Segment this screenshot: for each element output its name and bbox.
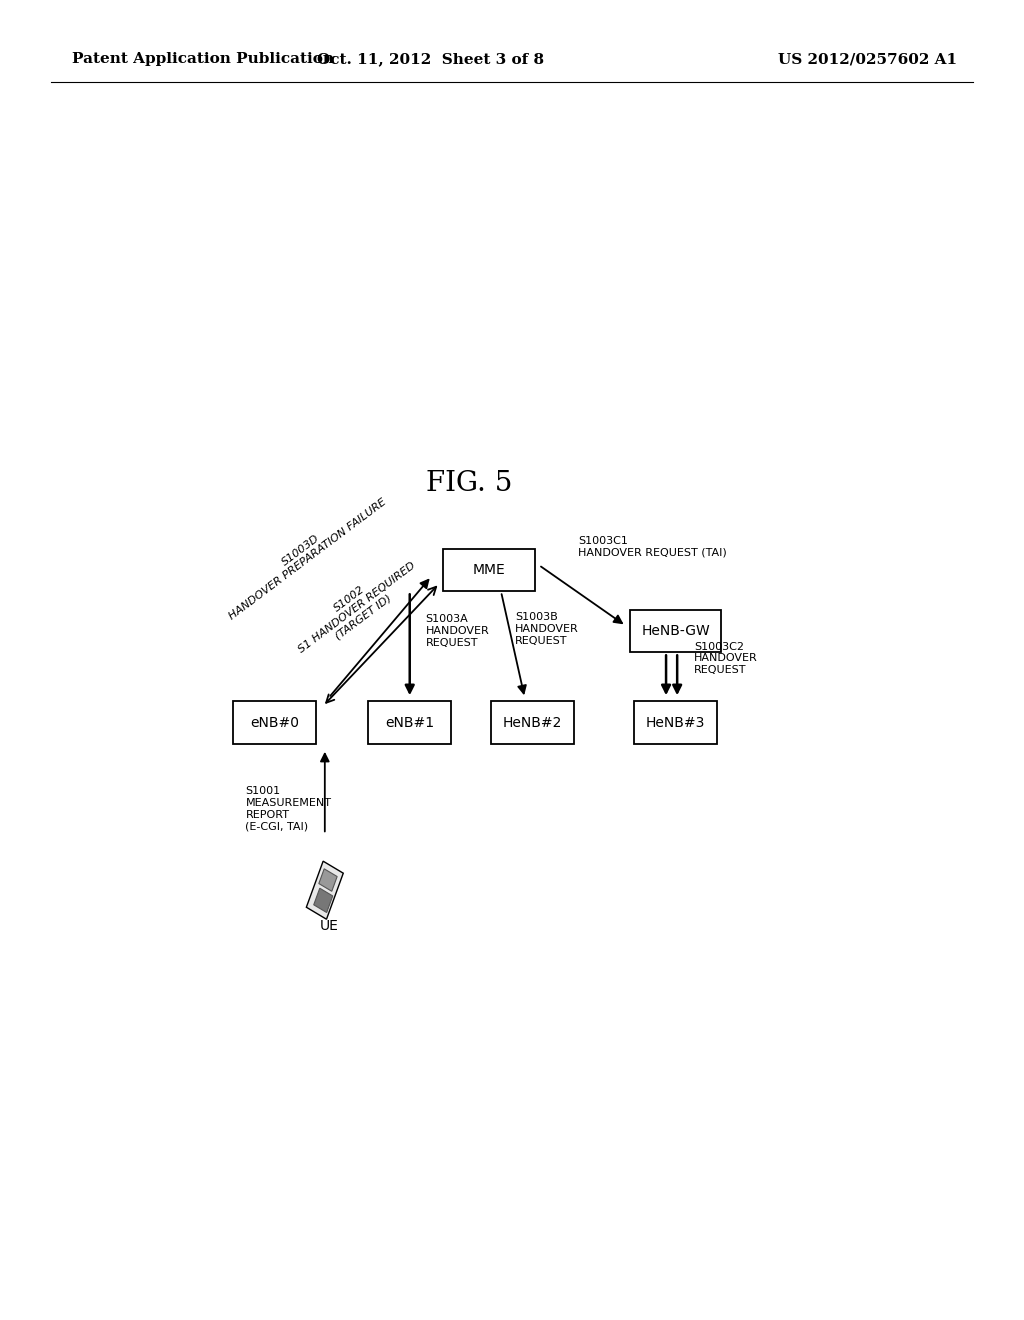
Text: eNB#1: eNB#1 (385, 715, 434, 730)
Polygon shape (313, 888, 333, 912)
Text: MME: MME (473, 564, 506, 577)
Polygon shape (318, 869, 337, 891)
Text: UE: UE (319, 919, 338, 933)
Text: Patent Application Publication: Patent Application Publication (72, 53, 334, 66)
FancyBboxPatch shape (634, 701, 717, 744)
Polygon shape (306, 861, 343, 919)
Text: Oct. 11, 2012  Sheet 3 of 8: Oct. 11, 2012 Sheet 3 of 8 (316, 53, 544, 66)
Text: HeNB#2: HeNB#2 (503, 715, 562, 730)
FancyArrowPatch shape (321, 754, 329, 832)
FancyBboxPatch shape (233, 701, 316, 744)
FancyArrowPatch shape (502, 594, 526, 693)
Text: S1001
MEASUREMENT
REPORT
(E-CGI, TAI): S1001 MEASUREMENT REPORT (E-CGI, TAI) (246, 787, 332, 832)
Text: S1003C1
HANDOVER REQUEST (TAI): S1003C1 HANDOVER REQUEST (TAI) (578, 536, 727, 557)
Text: eNB#0: eNB#0 (250, 715, 299, 730)
FancyArrowPatch shape (674, 655, 681, 693)
FancyBboxPatch shape (368, 701, 452, 744)
FancyBboxPatch shape (492, 701, 574, 744)
Text: HeNB#3: HeNB#3 (646, 715, 706, 730)
FancyArrowPatch shape (541, 566, 622, 623)
Text: S1003A
HANDOVER
REQUEST: S1003A HANDOVER REQUEST (426, 614, 489, 648)
Text: FIG. 5: FIG. 5 (426, 470, 512, 498)
FancyArrowPatch shape (663, 655, 670, 693)
Text: S1003B
HANDOVER
REQUEST: S1003B HANDOVER REQUEST (515, 612, 579, 645)
FancyArrowPatch shape (406, 594, 414, 693)
Text: S1003C2
HANDOVER
REQUEST: S1003C2 HANDOVER REQUEST (694, 642, 758, 675)
FancyBboxPatch shape (630, 610, 721, 652)
FancyArrowPatch shape (330, 579, 428, 696)
Text: US 2012/0257602 A1: US 2012/0257602 A1 (778, 53, 957, 66)
FancyArrowPatch shape (326, 586, 436, 702)
FancyBboxPatch shape (443, 549, 535, 591)
Text: HeNB-GW: HeNB-GW (641, 624, 710, 638)
Text: S1003D
HANDOVER PREPARATION FAILURE: S1003D HANDOVER PREPARATION FAILURE (220, 488, 388, 622)
Text: S1002
S1 HANDOVER REQUIRED
(TARGET ID): S1002 S1 HANDOVER REQUIRED (TARGET ID) (289, 552, 424, 664)
